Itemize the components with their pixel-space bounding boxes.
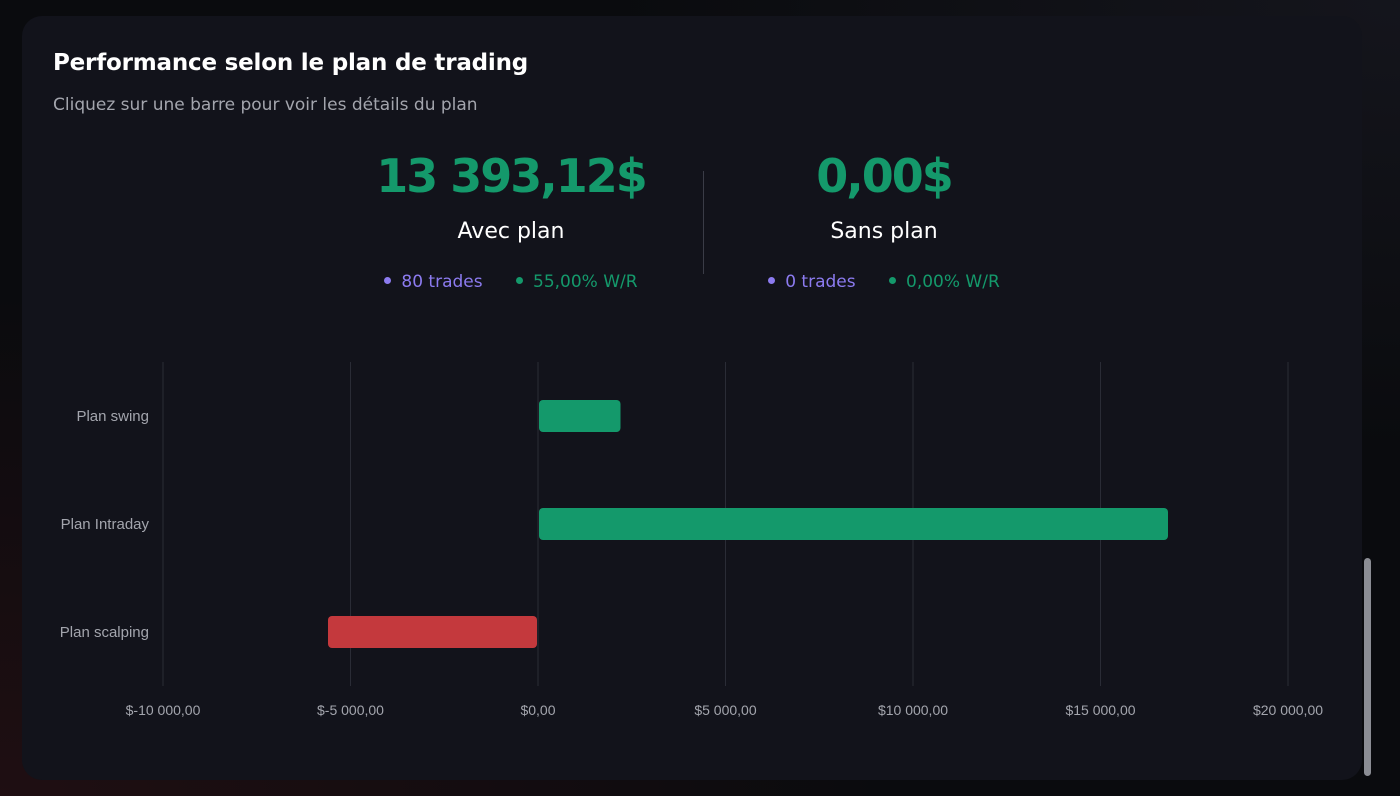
without-plan-label: Sans plan [830, 219, 938, 244]
summary-with-plan: 13 393,12$ Avec plan 80 trades 55,00% W/… [341, 146, 681, 294]
x-tick-label: $20 000,00 [1253, 702, 1323, 718]
trades-dot-icon [768, 276, 776, 284]
card-subtitle: Cliquez sur une barre pour voir les déta… [53, 95, 478, 115]
without-plan-trades: 0 trades [768, 270, 856, 294]
winrate-dot-icon [889, 276, 897, 284]
performance-card: Performance selon le plan de trading Cli… [22, 16, 1362, 780]
winrate-dot-icon [516, 276, 524, 284]
with-plan-trades: 80 trades [384, 270, 483, 294]
with-plan-winrate: 55,00% W/R [516, 270, 638, 294]
plan-performance-chart: $-10 000,00 $-5 000,00 $0,00 $5 000,00 $10 0… [60, 362, 1323, 718]
with-plan-trades-text: 80 trades [401, 272, 483, 292]
x-tick-label: $15 000,00 [1065, 702, 1135, 718]
with-plan-label: Avec plan [457, 219, 565, 244]
without-plan-trades-text: 0 trades [785, 272, 856, 292]
summary-without-plan: 0,00$ Sans plan 0 trades 0,00% W/R [714, 146, 1054, 294]
vertical-scrollbar[interactable] [1364, 558, 1371, 776]
x-tick-label: $10 000,00 [878, 702, 948, 718]
with-plan-winrate-text: 55,00% W/R [533, 272, 638, 292]
card-title: Performance selon le plan de trading [53, 50, 529, 76]
bar-plan-intraday[interactable] [539, 508, 1168, 540]
without-plan-winrate-text: 0,00% W/R [906, 272, 1000, 292]
category-label: Plan Intraday [61, 516, 150, 533]
x-tick-label: $0,00 [520, 702, 555, 718]
x-tick-label: $-5 000,00 [317, 702, 384, 718]
x-tick-label: $5 000,00 [694, 702, 756, 718]
summary-divider [703, 171, 704, 274]
bar-plan-swing[interactable] [539, 400, 621, 432]
x-tick-label: $-10 000,00 [126, 702, 201, 718]
without-plan-stats: 0 trades 0,00% W/R [714, 270, 1054, 294]
category-label: Plan swing [76, 408, 149, 425]
without-plan-amount: 0,00$ [816, 149, 954, 203]
with-plan-amount: 13 393,12$ [376, 149, 648, 203]
bar-plan-scalping[interactable] [328, 616, 537, 648]
category-label: Plan scalping [60, 624, 149, 641]
without-plan-winrate: 0,00% W/R [889, 270, 1000, 294]
with-plan-stats: 80 trades 55,00% W/R [341, 270, 681, 294]
trades-dot-icon [384, 276, 392, 284]
